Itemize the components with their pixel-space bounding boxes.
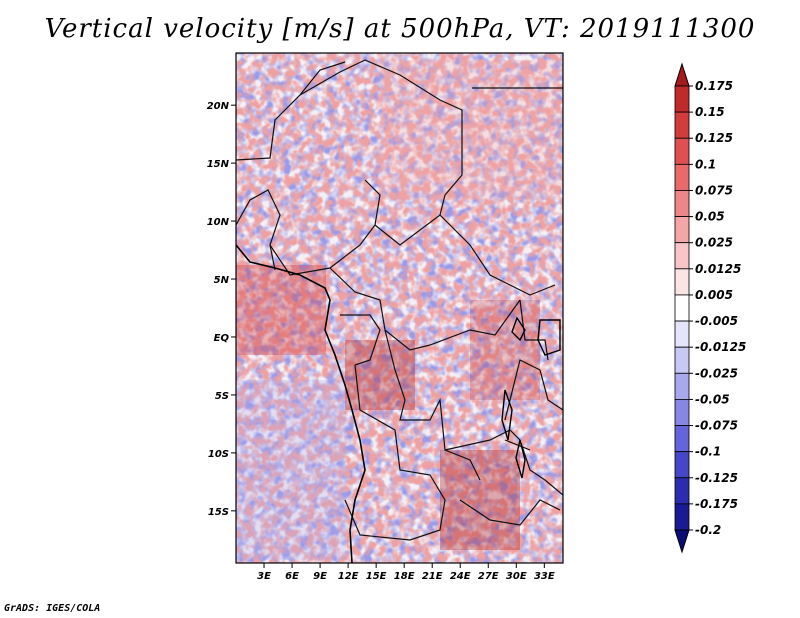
- colorbar-label: 0.0125: [695, 262, 741, 276]
- colorbar-label: -0.175: [695, 497, 738, 511]
- grads-credit: GrADS: IGES/COLA: [4, 603, 101, 614]
- coastline: [236, 244, 366, 563]
- colorbar-label: 0.175: [695, 79, 733, 93]
- colorbar-label: 0.15: [695, 105, 725, 119]
- colorbar-label: -0.0125: [695, 340, 746, 354]
- colorbar-segment: [674, 346, 690, 374]
- colorbar: 0.175 0.15 0.125 0.1 0.075 0.05 0.025 0.0125 0.0…: [674, 62, 746, 554]
- colorbar-segment: [674, 137, 690, 165]
- colorbar-label: 0.025: [695, 236, 733, 250]
- map-frame: [235, 52, 564, 564]
- lon-tick-label: 18E: [394, 571, 415, 582]
- colorbar-segment: [674, 216, 690, 244]
- colorbar-segment: [674, 190, 690, 217]
- colorbar-bottom-arrow: [674, 529, 690, 554]
- lon-tick-label: 3E: [257, 571, 271, 582]
- lon-tick-label: 6E: [285, 571, 299, 582]
- colorbar-label: 0.1: [695, 157, 716, 171]
- latitude-axis: 20N 15N 10N 5N EQ 5S 10S 15S: [207, 101, 236, 518]
- colorbar-segment: [674, 477, 690, 505]
- lat-tick-label: 15N: [207, 159, 230, 170]
- lon-tick-label: 12E: [338, 571, 359, 582]
- colorbar-label: 0.125: [695, 131, 733, 145]
- longitude-axis: 3E 6E 9E 12E 15E 18E 21E 24E 27E 30E 33E: [257, 563, 555, 582]
- colorbar-label: -0.005: [695, 314, 738, 328]
- lat-tick-label: EQ: [214, 333, 230, 344]
- colorbar-segment: [674, 242, 690, 270]
- lon-tick-label: 15E: [366, 571, 387, 582]
- colorbar-segment: [674, 451, 690, 479]
- lat-tick-label: 10N: [207, 217, 230, 228]
- colorbar-segment: [674, 503, 690, 531]
- colorbar-label: -0.1: [695, 445, 721, 459]
- map-title: Vertical velocity [m/s] at 500hPa, VT: 2…: [44, 14, 756, 44]
- lakes: [501, 316, 561, 479]
- colorbar-label: -0.025: [695, 366, 738, 380]
- lat-tick-label: 15S: [208, 507, 229, 518]
- lon-tick-label: 21E: [422, 571, 443, 582]
- lon-tick-label: 33E: [534, 571, 555, 582]
- colorbar-label: -0.2: [695, 523, 721, 537]
- lon-tick-label: 27E: [478, 571, 499, 582]
- colorbar-segment: [674, 399, 690, 426]
- colorbar-segment: [674, 320, 690, 348]
- lon-tick-label: 30E: [506, 571, 527, 582]
- colorbar-segment: [674, 294, 690, 322]
- colorbar-label: 0.005: [695, 288, 733, 302]
- lat-tick-label: 20N: [207, 101, 230, 112]
- lat-tick-label: 10S: [208, 449, 229, 460]
- colorbar-label: -0.075: [695, 419, 738, 433]
- lon-tick-label: 9E: [313, 571, 327, 582]
- colorbar-segment: [674, 163, 690, 191]
- country-borders: [236, 59, 563, 541]
- colorbar-label: -0.125: [695, 471, 738, 485]
- colorbar-segment: [674, 111, 690, 139]
- lon-tick-label: 24E: [450, 571, 471, 582]
- colorbar-top-arrow: [674, 62, 690, 87]
- velocity-field: [236, 53, 563, 563]
- colorbar-label: 0.075: [695, 183, 733, 197]
- lat-tick-label: 5N: [214, 275, 230, 286]
- colorbar-segment: [674, 425, 690, 453]
- colorbar-segment: [674, 85, 690, 113]
- lat-tick-label: 5S: [215, 391, 229, 402]
- colorbar-segment: [674, 268, 690, 296]
- colorbar-label: 0.05: [695, 210, 725, 224]
- colorbar-label: -0.05: [695, 392, 730, 406]
- colorbar-segment: [674, 372, 690, 400]
